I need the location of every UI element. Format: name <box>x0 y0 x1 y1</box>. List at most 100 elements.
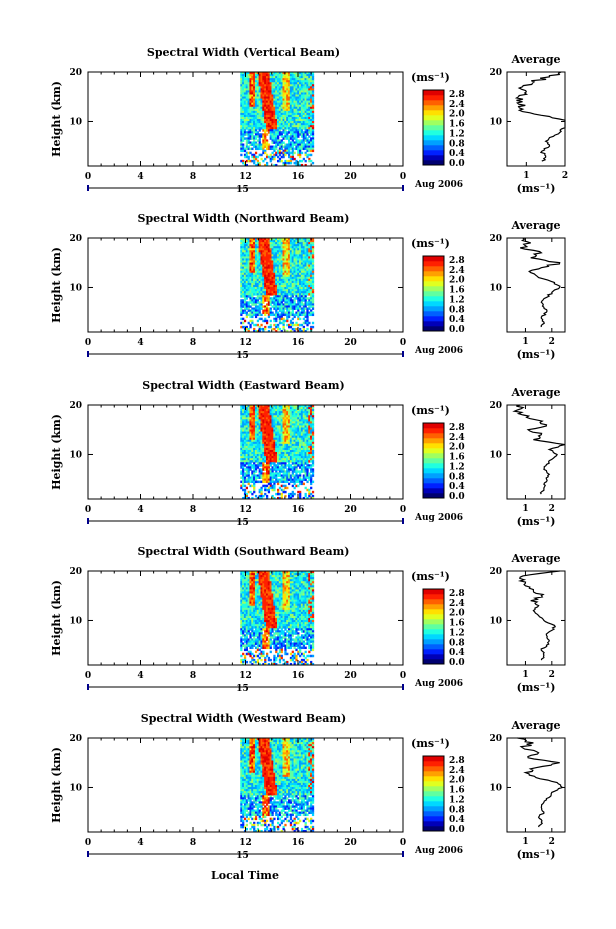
heatmap-cell <box>291 100 294 104</box>
heatmap-cell <box>277 468 280 471</box>
heatmap-cell <box>247 244 250 247</box>
heatmap-cell <box>240 125 243 128</box>
heatmap-cell <box>302 72 305 75</box>
heatmap-cell <box>265 415 269 418</box>
heatmap-cell <box>291 295 294 298</box>
heatmap-cell <box>249 297 252 300</box>
heatmap-cell <box>284 250 287 253</box>
heatmap-cell <box>284 240 287 243</box>
heatmap-cell <box>267 449 271 453</box>
heatmap-cell <box>304 456 307 459</box>
heatmap-cell <box>304 427 307 430</box>
heatmap-cell <box>242 276 245 280</box>
heatmap-cell <box>271 112 274 116</box>
heatmap-cell <box>299 301 302 304</box>
heatmap-cell <box>304 238 307 241</box>
heatmap-cell <box>273 153 276 157</box>
heatmap-cell <box>299 242 302 245</box>
heatmap-cell <box>286 301 289 304</box>
heatmap-cell <box>304 254 307 257</box>
heatmap-cell <box>284 153 287 157</box>
heatmap-cell <box>264 248 267 251</box>
heatmap-cell <box>299 452 302 455</box>
heatmap-cell <box>254 454 258 457</box>
heatmap-cell <box>273 496 276 500</box>
heatmap-cell <box>275 492 278 496</box>
heatmap-cell <box>282 84 285 87</box>
heatmap-cell <box>245 474 248 477</box>
heatmap-cell <box>251 496 254 500</box>
heatmap-cell <box>280 282 283 286</box>
heatmap-cell <box>267 423 271 426</box>
heatmap-cell <box>286 133 289 136</box>
heatmap-cell <box>277 266 280 270</box>
heatmap-cell <box>271 135 274 138</box>
heatmap-cell <box>240 282 243 286</box>
heatmap-cell <box>306 238 309 241</box>
heatmap-cell <box>311 423 315 426</box>
heatmap-cell <box>264 96 267 99</box>
heatmap-cell <box>297 80 300 83</box>
heatmap-cell <box>304 293 307 296</box>
heatmap-cell <box>273 278 276 282</box>
heatmap-cell <box>288 425 291 428</box>
heatmap-cell <box>286 445 289 449</box>
heatmap-cell <box>258 439 261 443</box>
heatmap-cell <box>273 92 276 95</box>
heatmap-cell <box>286 123 289 126</box>
heatmap-cell <box>311 415 315 418</box>
heatmap-cell <box>265 78 269 81</box>
heatmap-cell <box>267 72 271 75</box>
heatmap-cell <box>245 439 248 443</box>
heatmap-cell <box>308 157 311 161</box>
heatmap-cell <box>260 429 263 432</box>
heatmap-cell <box>243 262 247 265</box>
heatmap-cell <box>260 458 263 461</box>
heatmap-cell <box>304 125 307 128</box>
heatmap-cell <box>308 435 311 439</box>
heatmap-cell <box>245 327 248 331</box>
heatmap-cell <box>260 127 263 130</box>
heatmap-cell <box>289 319 293 323</box>
heatmap-cell <box>310 278 313 282</box>
heatmap-cell <box>249 454 252 457</box>
heatmap-cell <box>300 119 304 122</box>
heatmap-cell <box>304 447 307 451</box>
heatmap-cell <box>278 92 282 95</box>
heatmap-cell <box>277 490 280 494</box>
heatmap-cell <box>282 325 285 329</box>
heatmap-cell <box>286 119 289 122</box>
heatmap-cell <box>278 110 282 114</box>
heatmap-cell <box>275 429 278 432</box>
heatmap-cell <box>299 490 302 494</box>
heatmap-cell <box>269 274 272 278</box>
heatmap-cell <box>243 78 247 81</box>
heatmap-cell <box>247 74 250 77</box>
heatmap-cell <box>308 413 311 416</box>
heatmap-cell <box>288 456 291 459</box>
heatmap-cell <box>293 268 296 272</box>
heatmap-cell <box>306 317 309 321</box>
heatmap-cell <box>280 435 283 439</box>
heatmap-cell <box>273 90 276 93</box>
heatmap-cell <box>251 133 254 136</box>
heatmap-cell <box>273 254 276 257</box>
heatmap-cell <box>265 409 269 412</box>
heatmap-cell <box>278 252 282 255</box>
heatmap-cell <box>262 439 265 443</box>
heatmap-cell <box>258 153 261 157</box>
heatmap-cell <box>256 98 260 102</box>
heatmap-cell <box>242 127 245 130</box>
heatmap-cell <box>265 102 269 106</box>
colorbar-tick-label: 2.0 <box>449 276 465 286</box>
heatmap-cell <box>242 102 245 106</box>
y-tick-label: 20 <box>69 68 82 78</box>
heatmap-cell <box>260 256 263 259</box>
heatmap-cell <box>251 460 254 463</box>
heatmap-cell <box>271 133 274 136</box>
heatmap-cell <box>304 145 307 149</box>
heatmap-cell <box>308 421 311 424</box>
heatmap-cell <box>289 246 293 249</box>
heatmap-cell <box>256 155 260 159</box>
heatmap-cell <box>262 293 265 296</box>
